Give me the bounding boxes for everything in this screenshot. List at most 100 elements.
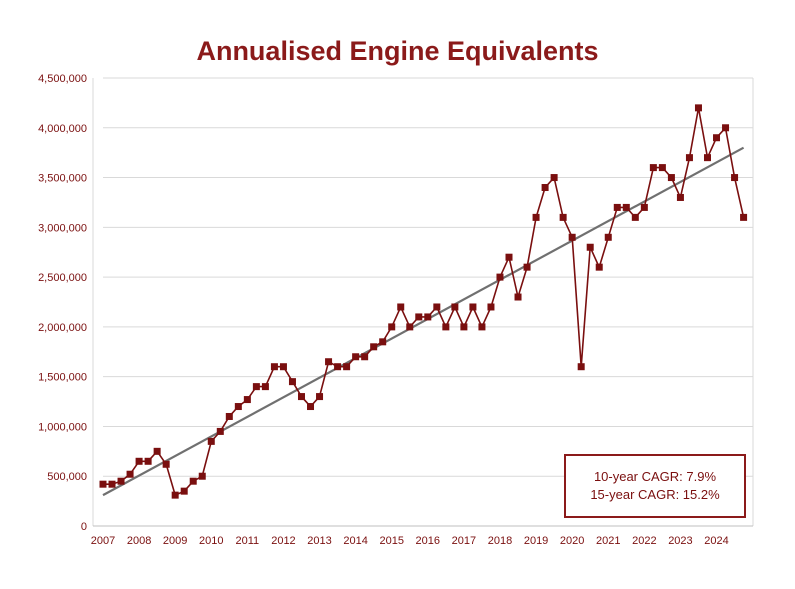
data-point-marker <box>297 393 305 401</box>
x-tick-label: 2024 <box>704 535 728 547</box>
x-tick-label: 2019 <box>524 535 548 547</box>
data-point-marker <box>99 480 107 488</box>
x-tick-label: 2022 <box>632 535 656 547</box>
data-point-marker <box>234 403 242 411</box>
y-tick-label: 1,000,000 <box>38 421 87 433</box>
data-point-marker <box>532 213 540 221</box>
gridlines <box>103 77 753 477</box>
data-point-marker <box>722 124 730 132</box>
data-point-marker <box>225 412 233 420</box>
data-point-marker <box>334 363 342 371</box>
y-tick-label: 4,000,000 <box>38 123 87 135</box>
data-point-marker <box>505 253 513 261</box>
data-point-marker <box>604 233 612 241</box>
data-point-marker <box>559 213 567 221</box>
y-tick-label: 2,500,000 <box>38 272 87 284</box>
data-point-marker <box>352 353 360 361</box>
data-point-marker <box>279 363 287 371</box>
data-point-marker <box>460 323 468 331</box>
data-point-marker <box>694 104 702 112</box>
data-point-marker <box>523 263 531 271</box>
x-tick-label: 2016 <box>416 535 440 547</box>
cagr-15-year-label: 15-year CAGR: 15.2% <box>590 487 720 502</box>
data-point-marker <box>361 353 369 361</box>
trendline <box>102 146 745 497</box>
data-point-marker <box>740 213 748 221</box>
data-point-marker <box>162 460 170 468</box>
data-point-marker <box>406 323 414 331</box>
data-point-marker <box>658 164 666 172</box>
x-tick-label: 2018 <box>488 535 512 547</box>
data-point-marker <box>577 363 585 371</box>
y-tick-label: 500,000 <box>47 471 87 483</box>
x-tick-label: 2017 <box>452 535 476 547</box>
data-point-marker <box>370 343 378 351</box>
data-point-marker <box>703 154 711 162</box>
data-point-marker <box>397 303 405 311</box>
x-tick-label: 2023 <box>668 535 692 547</box>
data-point-marker <box>343 363 351 371</box>
y-tick-label: 2,000,000 <box>38 322 87 334</box>
data-point-marker <box>144 457 152 465</box>
x-tick-label: 2011 <box>236 535 260 547</box>
data-point-marker <box>252 383 260 391</box>
x-tick-label: 2012 <box>271 535 295 547</box>
data-point-marker <box>442 323 450 331</box>
data-point-marker <box>180 487 188 495</box>
data-point-marker <box>667 174 675 182</box>
data-point-marker <box>135 457 143 465</box>
data-point-marker <box>307 403 315 411</box>
data-point-marker <box>541 184 549 192</box>
data-point-marker <box>478 323 486 331</box>
data-point-marker <box>640 203 648 211</box>
data-point-marker <box>595 263 603 271</box>
chart-title: Annualised Engine Equivalents <box>196 36 599 66</box>
data-point-marker <box>487 303 495 311</box>
x-tick-label: 2009 <box>163 535 187 547</box>
x-tick-label: 2014 <box>343 535 367 547</box>
series-layer <box>99 104 748 499</box>
data-point-marker <box>379 338 387 346</box>
x-tick-label: 2020 <box>560 535 584 547</box>
y-axis-tick-labels: 0 500,000 1,000,000 1,500,000 2,000,000 2,500… <box>38 73 87 533</box>
data-point-marker <box>622 203 630 211</box>
data-point-marker <box>117 477 125 485</box>
data-point-marker <box>676 193 684 201</box>
data-point-marker <box>261 383 269 391</box>
series-line <box>103 107 745 497</box>
data-point-marker <box>316 393 324 401</box>
x-tick-label: 2013 <box>307 535 331 547</box>
data-point-marker <box>631 213 639 221</box>
x-tick-label: 2021 <box>596 535 620 547</box>
data-point-marker <box>731 174 739 182</box>
data-point-marker <box>216 427 224 435</box>
trendline-layer <box>102 146 745 497</box>
axes <box>92 78 754 527</box>
x-tick-label: 2010 <box>199 535 223 547</box>
data-point-marker <box>451 303 459 311</box>
data-point-marker <box>713 134 721 142</box>
data-point-marker <box>433 303 441 311</box>
data-point-marker <box>325 358 333 366</box>
data-point-marker <box>649 164 657 172</box>
data-point-marker <box>243 396 251 404</box>
y-tick-label: 4,500,000 <box>38 73 87 85</box>
y-tick-label: 0 <box>81 521 87 533</box>
data-point-marker <box>189 477 197 485</box>
cagr-10-year-label: 10-year CAGR: 7.9% <box>593 469 717 484</box>
data-point-marker <box>415 313 423 321</box>
data-point-marker <box>171 491 179 499</box>
data-point-marker <box>270 363 278 371</box>
data-point-marker <box>126 470 134 478</box>
x-tick-label: 2007 <box>91 535 115 547</box>
data-point-marker <box>568 233 576 241</box>
data-point-marker <box>586 243 594 251</box>
data-point-marker <box>207 437 215 445</box>
cagr-annotation-box: 10-year CAGR: 7.9% 15-year CAGR: 15.2% <box>564 454 746 518</box>
data-point-marker <box>424 313 432 321</box>
data-point-marker <box>288 378 296 386</box>
data-point-marker <box>613 203 621 211</box>
x-tick-label: 2015 <box>379 535 403 547</box>
data-point-marker <box>685 154 693 162</box>
